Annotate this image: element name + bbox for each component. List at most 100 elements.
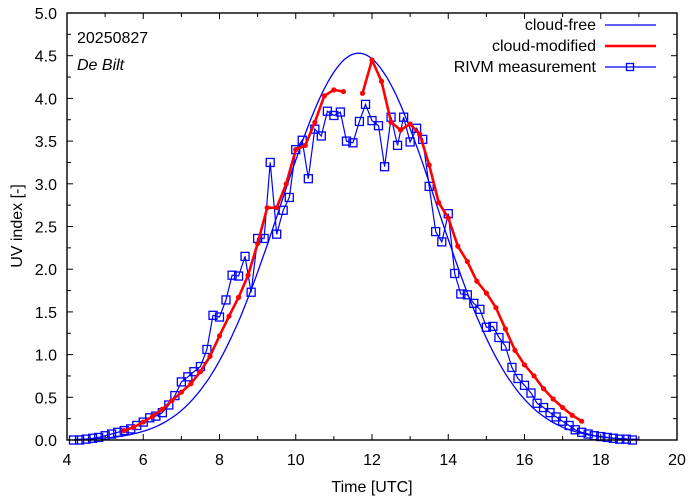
cloud-modified-point [131,424,137,430]
rivm-measurement-point [221,295,231,305]
cloud-modified-point [378,78,385,84]
x-tick-label: 4 [63,452,72,469]
cloud-modified-point [255,240,261,247]
rivm-measurement-point [392,140,403,151]
rivm-measurement-point [360,99,371,110]
data-layer [68,52,639,445]
cloud-modified-point [436,199,442,206]
rivm-measurement-point [272,229,282,239]
cloud-modified-point [207,353,213,359]
rivm-measurement-point [431,226,441,237]
cloud-modified-point [531,373,537,379]
y-tick-label: 4.0 [35,91,57,108]
x-tick-label: 12 [363,452,381,469]
cloud-modified-point [407,121,413,127]
cloud-modified-point [169,398,175,404]
cloud-modified-point [121,428,127,434]
rivm-measurement-point [93,432,104,443]
rivm-measurement-point [316,131,326,141]
rivm-measurement-point [208,310,218,320]
rivm-measurement-point [494,332,504,343]
cloud-modified-point [388,119,394,125]
cloud-modified-point [540,386,547,392]
x-tick-label: 10 [287,452,305,469]
x-tick-label: 6 [139,452,148,469]
cloud-modified-point [340,88,347,95]
y-tick-label: 2.5 [35,220,57,237]
cloud-modified-point [321,93,327,99]
cloud-modified-point [455,243,461,249]
legend-label-cloud-free: cloud-free [525,17,596,34]
rivm-measurement-point [113,427,123,437]
cloud-modified-point [493,305,499,311]
cloud-modified-point [150,413,156,419]
cloud-modified-point [560,404,566,411]
legend-marker-rivm-measurement [625,62,635,72]
y-tick-label: 1.5 [35,305,57,322]
cloud-modified-point [245,272,251,278]
cloud-modified-point [226,313,232,319]
rivm-measurement-point [526,388,536,398]
rivm-measurement-point [240,251,250,262]
cloud-modified-point [359,90,366,96]
y-axis-label: UV index [-] [9,184,26,268]
legend-label-cloud-modified: cloud-modified [492,38,596,55]
plot-frame [66,12,678,441]
cloud-modified-point [312,119,318,125]
cloud-modified-point [512,347,518,353]
cloud-modified-point [197,369,204,375]
series-cloud-modified-line [123,88,344,432]
y-tick-label: 3.0 [35,177,57,194]
rivm-measurement-point [214,312,225,322]
cloud-modified-point [569,412,575,418]
rivm-measurement-point [119,425,129,436]
rivm-measurement-point [507,362,517,373]
rivm-measurement-point [456,289,466,299]
x-axis-label: Time [UTC] [331,479,412,496]
x-tick-label: 14 [439,452,457,469]
rivm-measurement-point [488,321,498,332]
legend-label-rivm-measurement: RIVM measurement [454,59,597,76]
rivm-measurement-point [278,205,288,215]
y-tick-label: 4.5 [35,49,57,66]
rivm-measurement-point [462,290,472,300]
rivm-measurement-point [265,157,275,168]
series-cloud-free-line [74,52,639,441]
rivm-measurement-point [87,433,98,443]
rivm-measurement-point [570,425,580,435]
cloud-modified-point [579,418,585,424]
y-tick-label: 5.0 [35,6,57,23]
rivm-measurement-point [405,137,415,147]
cloud-modified-point [369,57,375,63]
rivm-measurement-point [176,377,187,387]
y-tick-label: 1.0 [35,348,57,365]
cloud-modified-point [216,333,223,339]
axis-ticks: 4 6 8 10 12 14 16 18 20 0.0 0.5 1.0 1.5 2.0 2.5 3.0 3.5 4… [35,6,686,469]
rivm-measurement-point [481,322,492,332]
cloud-modified-point [483,290,489,296]
cloud-modified-point [397,127,404,133]
y-tick-label: 2.0 [35,262,57,279]
annotation-date: 20250827 [77,30,148,47]
rivm-measurement-point [183,372,193,382]
rivm-measurement-point [577,427,587,437]
cloud-modified-point [188,381,194,387]
rivm-measurement-point [583,429,593,439]
rivm-measurement-point [602,432,612,443]
cloud-modified-point [178,389,184,395]
cloud-modified-point [445,215,451,221]
rivm-measurement-point [341,136,352,146]
cloud-modified-point [283,181,289,187]
rivm-measurement-point [538,402,549,413]
rivm-measurement-point [335,107,346,117]
rivm-measurement-point [450,268,460,279]
rivm-measurement-point [303,174,313,184]
y-tick-label: 0.5 [35,390,57,407]
cloud-modified-point [502,326,509,332]
rivm-measurement-point [354,116,365,127]
rivm-measurement-point [398,112,409,122]
cloud-modified-point [474,278,480,284]
cloud-modified-point [140,419,146,425]
rivm-measurement-point [424,181,434,192]
